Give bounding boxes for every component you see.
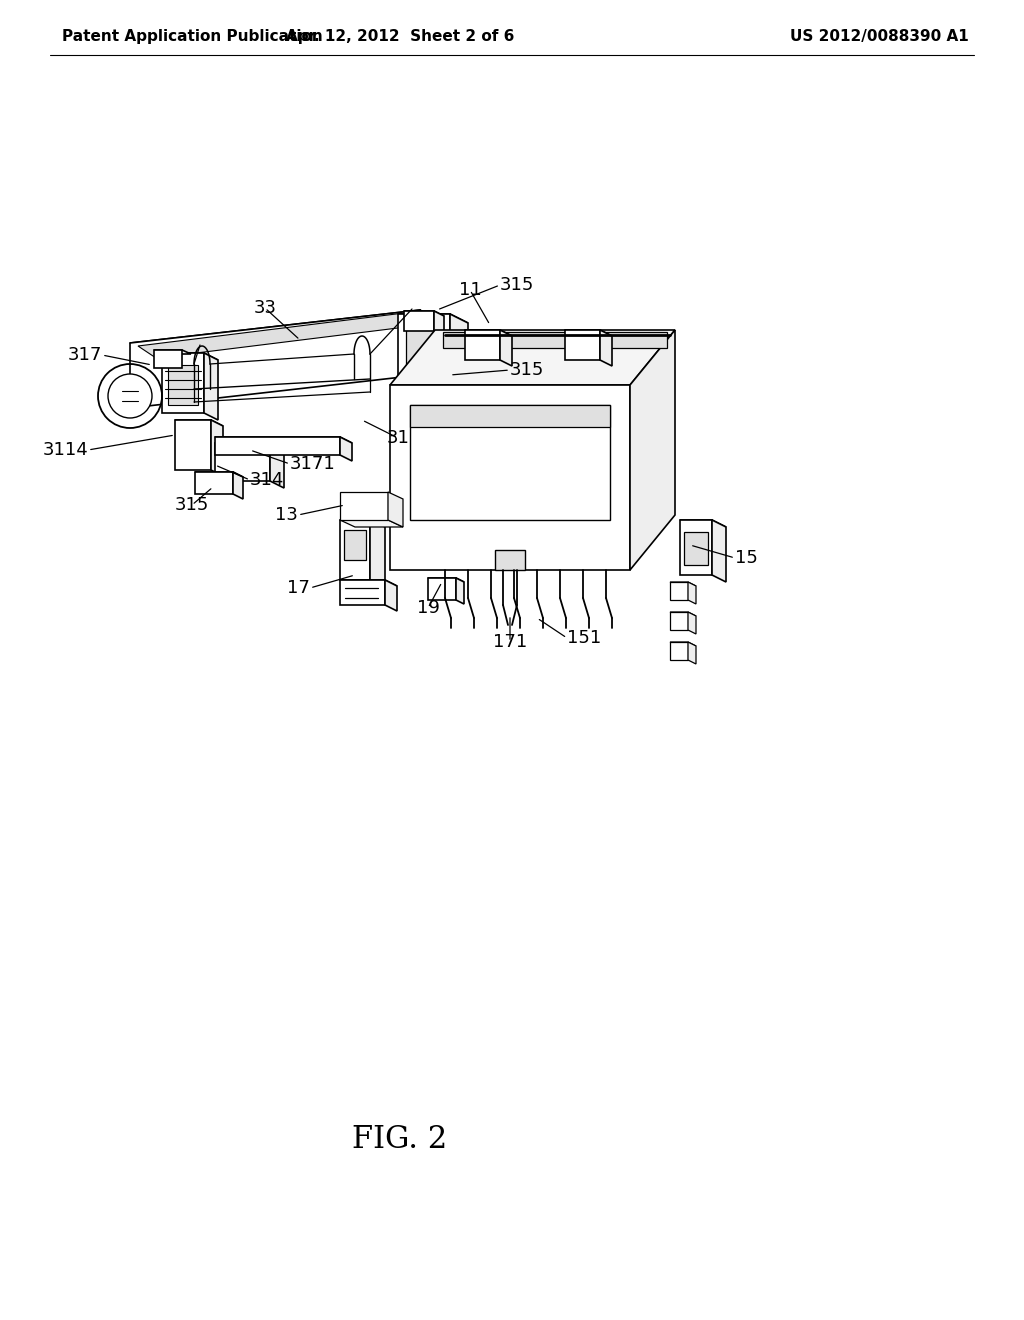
Text: 31: 31 — [387, 429, 410, 447]
Polygon shape — [465, 330, 500, 360]
Text: 13: 13 — [275, 506, 298, 524]
Polygon shape — [670, 612, 696, 616]
Polygon shape — [565, 330, 600, 360]
Polygon shape — [410, 405, 610, 426]
Polygon shape — [565, 330, 612, 337]
Polygon shape — [688, 612, 696, 634]
Polygon shape — [670, 612, 688, 630]
Polygon shape — [670, 582, 696, 586]
Polygon shape — [428, 578, 464, 582]
Polygon shape — [130, 310, 420, 408]
Polygon shape — [344, 531, 366, 560]
Text: 317: 317 — [68, 346, 102, 364]
Text: 15: 15 — [735, 549, 758, 568]
Polygon shape — [684, 532, 708, 565]
Polygon shape — [420, 310, 438, 387]
Polygon shape — [456, 578, 464, 605]
Text: 3171: 3171 — [290, 455, 336, 473]
Polygon shape — [138, 313, 422, 358]
Text: 171: 171 — [493, 634, 527, 651]
Polygon shape — [195, 473, 243, 477]
Polygon shape — [404, 312, 444, 315]
Polygon shape — [385, 579, 397, 611]
Text: 315: 315 — [175, 496, 209, 513]
Text: 33: 33 — [254, 300, 276, 317]
Polygon shape — [680, 520, 726, 527]
Polygon shape — [406, 329, 442, 387]
Polygon shape — [370, 520, 385, 587]
Polygon shape — [154, 350, 191, 354]
Polygon shape — [162, 352, 204, 413]
Polygon shape — [670, 642, 688, 660]
Polygon shape — [175, 420, 211, 470]
Text: 151: 151 — [567, 630, 601, 647]
Polygon shape — [600, 330, 612, 366]
Polygon shape — [215, 444, 270, 480]
Text: 11: 11 — [459, 281, 481, 300]
Polygon shape — [340, 579, 397, 586]
Text: 17: 17 — [287, 579, 310, 597]
Polygon shape — [390, 385, 630, 570]
Text: US 2012/0088390 A1: US 2012/0088390 A1 — [790, 29, 969, 45]
Polygon shape — [215, 437, 340, 455]
Polygon shape — [450, 314, 468, 408]
Polygon shape — [404, 401, 444, 407]
Polygon shape — [680, 520, 712, 576]
Polygon shape — [500, 330, 512, 366]
Polygon shape — [390, 330, 675, 385]
Polygon shape — [398, 314, 450, 399]
Text: Patent Application Publication: Patent Application Publication — [62, 29, 323, 45]
Polygon shape — [154, 350, 182, 368]
Polygon shape — [712, 520, 726, 582]
Polygon shape — [175, 420, 223, 426]
Polygon shape — [404, 312, 434, 331]
Polygon shape — [388, 492, 403, 527]
Text: 3114: 3114 — [42, 441, 88, 459]
Polygon shape — [270, 444, 284, 488]
Text: 315: 315 — [500, 276, 535, 294]
Circle shape — [108, 374, 152, 418]
Polygon shape — [428, 578, 456, 601]
Polygon shape — [233, 473, 243, 499]
Polygon shape — [162, 352, 218, 360]
Polygon shape — [215, 437, 352, 444]
Text: Apr. 12, 2012  Sheet 2 of 6: Apr. 12, 2012 Sheet 2 of 6 — [286, 29, 514, 45]
Polygon shape — [130, 310, 438, 355]
Polygon shape — [340, 520, 385, 527]
Polygon shape — [398, 314, 468, 323]
Text: 315: 315 — [510, 360, 545, 379]
Polygon shape — [404, 401, 434, 426]
Polygon shape — [670, 642, 696, 645]
Polygon shape — [211, 420, 223, 477]
Polygon shape — [688, 642, 696, 664]
Polygon shape — [340, 492, 388, 520]
Text: 19: 19 — [417, 599, 439, 616]
Polygon shape — [630, 330, 675, 570]
Polygon shape — [495, 550, 525, 570]
Polygon shape — [340, 437, 352, 461]
Polygon shape — [340, 520, 370, 579]
Polygon shape — [410, 405, 610, 520]
Polygon shape — [168, 366, 198, 405]
Polygon shape — [340, 579, 385, 605]
Polygon shape — [215, 444, 284, 450]
Polygon shape — [688, 582, 696, 605]
Text: 314: 314 — [250, 471, 285, 488]
Polygon shape — [195, 473, 233, 494]
Polygon shape — [670, 582, 688, 601]
Polygon shape — [465, 330, 512, 337]
Text: FIG. 2: FIG. 2 — [352, 1125, 447, 1155]
Polygon shape — [434, 312, 444, 337]
Polygon shape — [443, 333, 667, 348]
Polygon shape — [204, 352, 218, 420]
Polygon shape — [434, 401, 444, 432]
Polygon shape — [340, 520, 403, 527]
